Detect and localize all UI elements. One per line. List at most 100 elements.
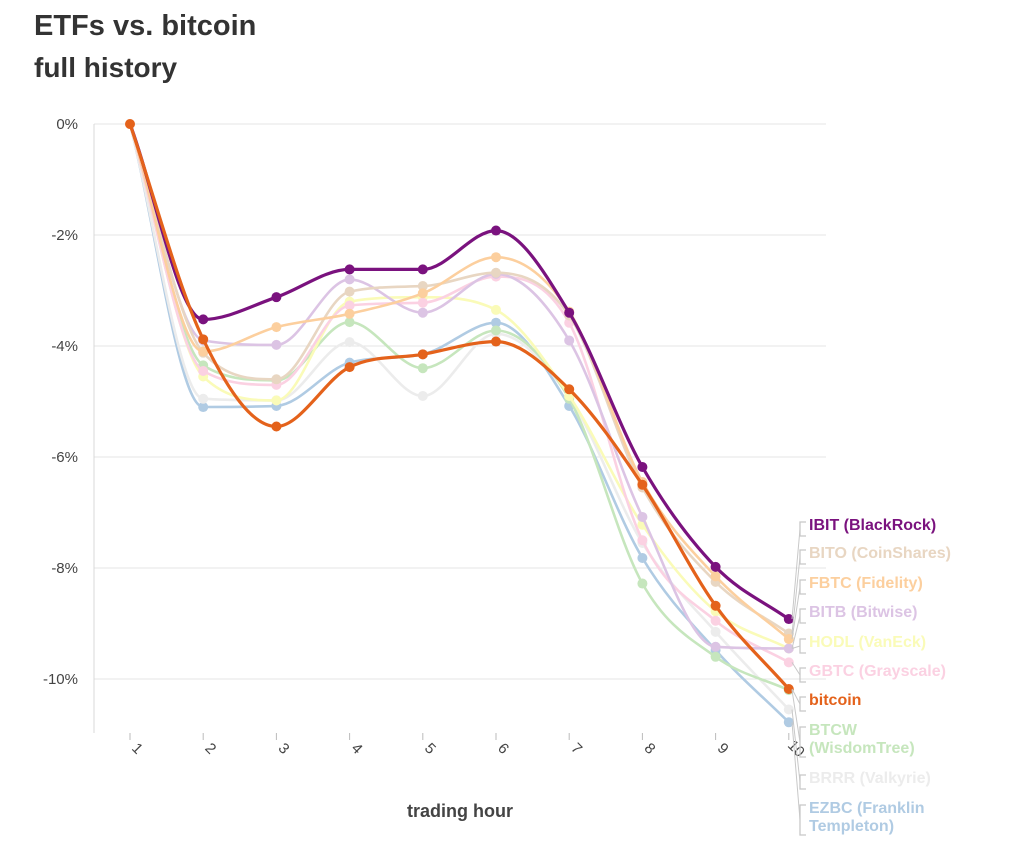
y-tick-label: -2% xyxy=(51,227,78,244)
data-point-bito xyxy=(344,286,355,297)
data-point-bito xyxy=(271,374,282,385)
chart-subtitle: full history xyxy=(34,52,178,83)
series-label-ibit: IBIT (BlackRock) xyxy=(809,517,936,534)
data-point-gbtc xyxy=(783,657,794,668)
x-tick-label: 6 xyxy=(494,740,512,758)
data-point-fbtc xyxy=(710,571,721,582)
data-point-gbtc xyxy=(710,615,721,626)
x-tick-label: 5 xyxy=(421,740,439,758)
label-bracket xyxy=(799,608,806,624)
series-label-hodl: HODL (VanEck) xyxy=(809,634,926,651)
series-line-bito xyxy=(128,123,790,635)
data-point-bitb xyxy=(564,335,575,346)
label-leader xyxy=(791,722,801,821)
data-point-fbtc xyxy=(783,634,794,645)
series-label-ezbc: Templeton) xyxy=(809,818,894,835)
data-point-bitcoin xyxy=(637,479,648,490)
data-point-bitb xyxy=(271,339,282,350)
data-point-brrr xyxy=(198,393,209,404)
data-point-bitb xyxy=(710,641,721,652)
series-label-bitcoin: bitcoin xyxy=(809,692,861,709)
label-leader xyxy=(791,709,801,783)
data-point-bitcoin xyxy=(344,362,355,373)
data-point-bitcoin xyxy=(491,336,501,347)
label-leader xyxy=(791,690,801,743)
label-bracket xyxy=(799,667,806,683)
series-line-ibit xyxy=(128,123,790,621)
data-point-bitb xyxy=(637,511,648,522)
y-tick-label: -8% xyxy=(51,560,78,577)
data-point-brrr xyxy=(783,704,794,715)
y-tick-label: -4% xyxy=(51,338,78,355)
label-leader xyxy=(791,662,801,676)
data-point-bitcoin xyxy=(271,421,282,432)
x-tick-label: 1 xyxy=(128,740,146,758)
data-point-gbtc xyxy=(417,297,428,308)
data-point-bitb xyxy=(344,274,355,285)
data-point-bitcoin xyxy=(198,334,209,345)
series-label-fbtc: FBTC (Fidelity) xyxy=(809,575,923,592)
data-point-gbtc xyxy=(344,300,355,311)
label-leader xyxy=(791,645,801,649)
data-point-ezbc xyxy=(491,317,501,328)
data-point-btcw xyxy=(344,317,355,328)
data-point-brrr xyxy=(344,337,355,348)
data-point-bito xyxy=(491,267,501,278)
data-point-ibit xyxy=(564,307,575,318)
data-point-bito xyxy=(417,281,428,292)
series-line-ezbc xyxy=(128,123,790,724)
data-point-bitcoin xyxy=(417,349,428,360)
data-point-btcw xyxy=(637,578,648,589)
data-point-gbtc xyxy=(198,365,209,376)
series-line-bitb xyxy=(128,123,789,650)
label-bracket xyxy=(799,549,806,565)
label-leader xyxy=(791,528,801,620)
data-point-ezbc xyxy=(783,717,794,728)
data-point-btcw xyxy=(491,325,501,336)
series-lines xyxy=(125,119,794,728)
series-label-btcw: (WisdomTree) xyxy=(809,740,915,757)
data-point-btcw xyxy=(710,651,721,662)
data-point-bitb xyxy=(417,307,428,318)
label-bracket xyxy=(799,696,806,712)
series-label-bito: BITO (CoinShares) xyxy=(809,545,951,562)
data-point-brrr xyxy=(710,626,721,637)
y-tick-label: -10% xyxy=(43,671,78,688)
label-bracket xyxy=(799,638,806,654)
label-leader xyxy=(791,688,801,705)
data-point-fbtc xyxy=(198,346,209,357)
series-line-bitcoin xyxy=(128,123,791,691)
x-tick-label: 7 xyxy=(567,740,585,758)
x-axis-label: trading hour xyxy=(407,801,513,821)
x-tick-label: 9 xyxy=(714,740,732,758)
label-bracket xyxy=(799,804,806,836)
chart-title: ETFs vs. bitcoin xyxy=(34,10,257,42)
data-point-ezbc xyxy=(198,402,209,413)
series-label-ezbc: EZBC (Franklin xyxy=(809,800,925,817)
data-point-hodl xyxy=(271,395,282,406)
label-leader xyxy=(791,556,801,634)
data-point-ibit xyxy=(491,225,501,236)
data-point-gbtc xyxy=(637,535,648,546)
label-bracket xyxy=(799,774,806,790)
data-point-bitcoin xyxy=(710,600,721,611)
label-bracket xyxy=(799,579,806,595)
y-tick-label: 0% xyxy=(56,116,78,133)
data-point-ibit xyxy=(710,561,721,572)
data-point-fbtc xyxy=(417,288,428,299)
series-label-btcw: BTCW xyxy=(809,722,858,739)
data-point-fbtc xyxy=(491,252,501,263)
series-label-brrr: BRRR (Valkyrie) xyxy=(809,770,931,787)
data-point-ibit xyxy=(417,264,428,275)
x-tick-label: 8 xyxy=(641,740,659,758)
x-tick-label: 4 xyxy=(348,740,366,758)
data-point-bitb xyxy=(783,643,794,654)
data-point-bitcoin xyxy=(125,119,135,129)
data-point-ibit xyxy=(344,264,355,275)
series-labels: IBIT (BlackRock) BITO (CoinShares) FBTC (F… xyxy=(791,517,951,836)
data-point-brrr xyxy=(417,390,428,401)
label-leader xyxy=(791,586,801,640)
label-leader xyxy=(791,615,801,649)
data-point-ibit xyxy=(198,314,209,325)
